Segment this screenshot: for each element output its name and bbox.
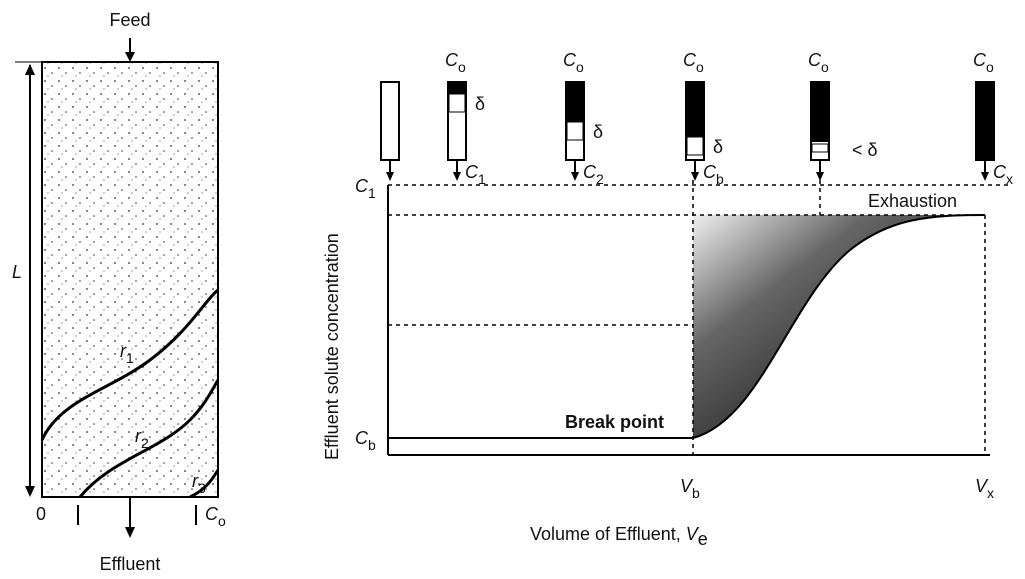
flow-arrowhead [571, 172, 579, 181]
x-axis-label-var: V [686, 524, 700, 544]
y-mark-main: C [355, 428, 369, 448]
outlet-label-main: C [993, 162, 1007, 182]
x-mark: Vb [680, 476, 700, 501]
x-axis-label: Volume of Effluent, Ve [530, 524, 708, 549]
inlet-label: Co [973, 50, 994, 75]
flow-arrowhead [691, 172, 699, 181]
outlet-label-sub: 1 [478, 171, 486, 187]
inlet-label-main: C [973, 50, 987, 70]
zone-label: r1 [120, 341, 134, 366]
zone-width: < δ [852, 140, 878, 160]
outlet-label: C2 [583, 162, 604, 187]
x-axis-label-sub: e [698, 529, 708, 549]
inlet-label-sub: o [821, 59, 829, 75]
outlet-label-sub: b [716, 171, 724, 187]
y-mark-main: C [355, 176, 369, 196]
zone-width: δ [475, 94, 485, 114]
saturated-zone [448, 82, 466, 94]
inlet-label-main: C [445, 50, 459, 70]
outlet-label: Co [205, 504, 226, 529]
outlet-label-main: C [703, 162, 717, 182]
zone-width: δ [593, 122, 603, 142]
effluent-label: Effluent [100, 554, 161, 574]
saturated-zone [976, 82, 994, 160]
outlet-label-main: C [583, 162, 597, 182]
x-mark: Vx [975, 476, 994, 501]
y-mark-sub: 1 [368, 185, 376, 201]
zone-label: r2 [135, 426, 149, 451]
length-label: L [12, 262, 22, 282]
y-mark: Cb [355, 428, 376, 453]
feed-label: Feed [109, 10, 150, 30]
y-mark: C1 [355, 176, 376, 201]
flow-arrowhead [816, 172, 824, 181]
flow-arrowhead [981, 172, 989, 181]
x-axis-label-main: Volume of Effluent, [530, 524, 686, 544]
zone-label-sub: 1 [126, 350, 134, 366]
zone-label-main: r [192, 471, 199, 491]
inlet-label-sub: o [696, 59, 704, 75]
transfer-zone [566, 121, 584, 141]
inlet-label-main: C [563, 50, 577, 70]
transfer-zone [448, 93, 466, 113]
adsorber-column [15, 38, 220, 538]
y-axis-label: Effluent solute concentration [322, 233, 342, 460]
breakthrough-plot [387, 180, 1010, 456]
exhaustion-label: Exhaustion [868, 191, 957, 211]
saturated-zone [811, 82, 829, 142]
zone-width: δ [713, 137, 723, 157]
origin-label: 0 [36, 504, 46, 524]
y-mark-sub: b [368, 437, 376, 453]
break-point-label: Break point [565, 412, 664, 432]
zone-label-main: r [135, 426, 142, 446]
inlet-label: Co [808, 50, 829, 75]
inlet-label-main: C [683, 50, 697, 70]
x-mark-main: V [975, 476, 989, 496]
inlet-label: Co [683, 50, 704, 75]
outlet-label: Cx [993, 162, 1013, 187]
zone-label-main: r [120, 341, 127, 361]
flow-arrowhead [453, 172, 461, 181]
outlet-label-main: C [465, 162, 479, 182]
transfer-zone [686, 136, 704, 156]
flow-arrowhead [386, 172, 394, 181]
inlet-label-main: C [808, 50, 822, 70]
x-mark-sub: x [987, 485, 994, 501]
mini-column [380, 81, 400, 161]
inlet-label-sub: o [458, 59, 466, 75]
inlet-label: Co [563, 50, 584, 75]
x-mark-sub: b [692, 485, 700, 501]
zone-label: r3 [192, 471, 206, 496]
transfer-zone [811, 143, 829, 153]
outlet-label-sub: x [1006, 171, 1013, 187]
inlet-label: Co [445, 50, 466, 75]
outlet-label-main: C [205, 504, 219, 524]
outlet-label-sub: 2 [596, 171, 604, 187]
zone-label-sub: 3 [198, 480, 206, 496]
saturated-zone [686, 82, 704, 137]
x-mark-main: V [680, 476, 694, 496]
inlet-label-sub: o [986, 59, 994, 75]
outlet-label-sub: o [218, 513, 226, 529]
outlet-label: Cb [703, 162, 724, 187]
inlet-label-sub: o [576, 59, 584, 75]
saturated-zone [566, 82, 584, 122]
zone-label-sub: 2 [141, 435, 149, 451]
outlet-label: C1 [465, 162, 486, 187]
